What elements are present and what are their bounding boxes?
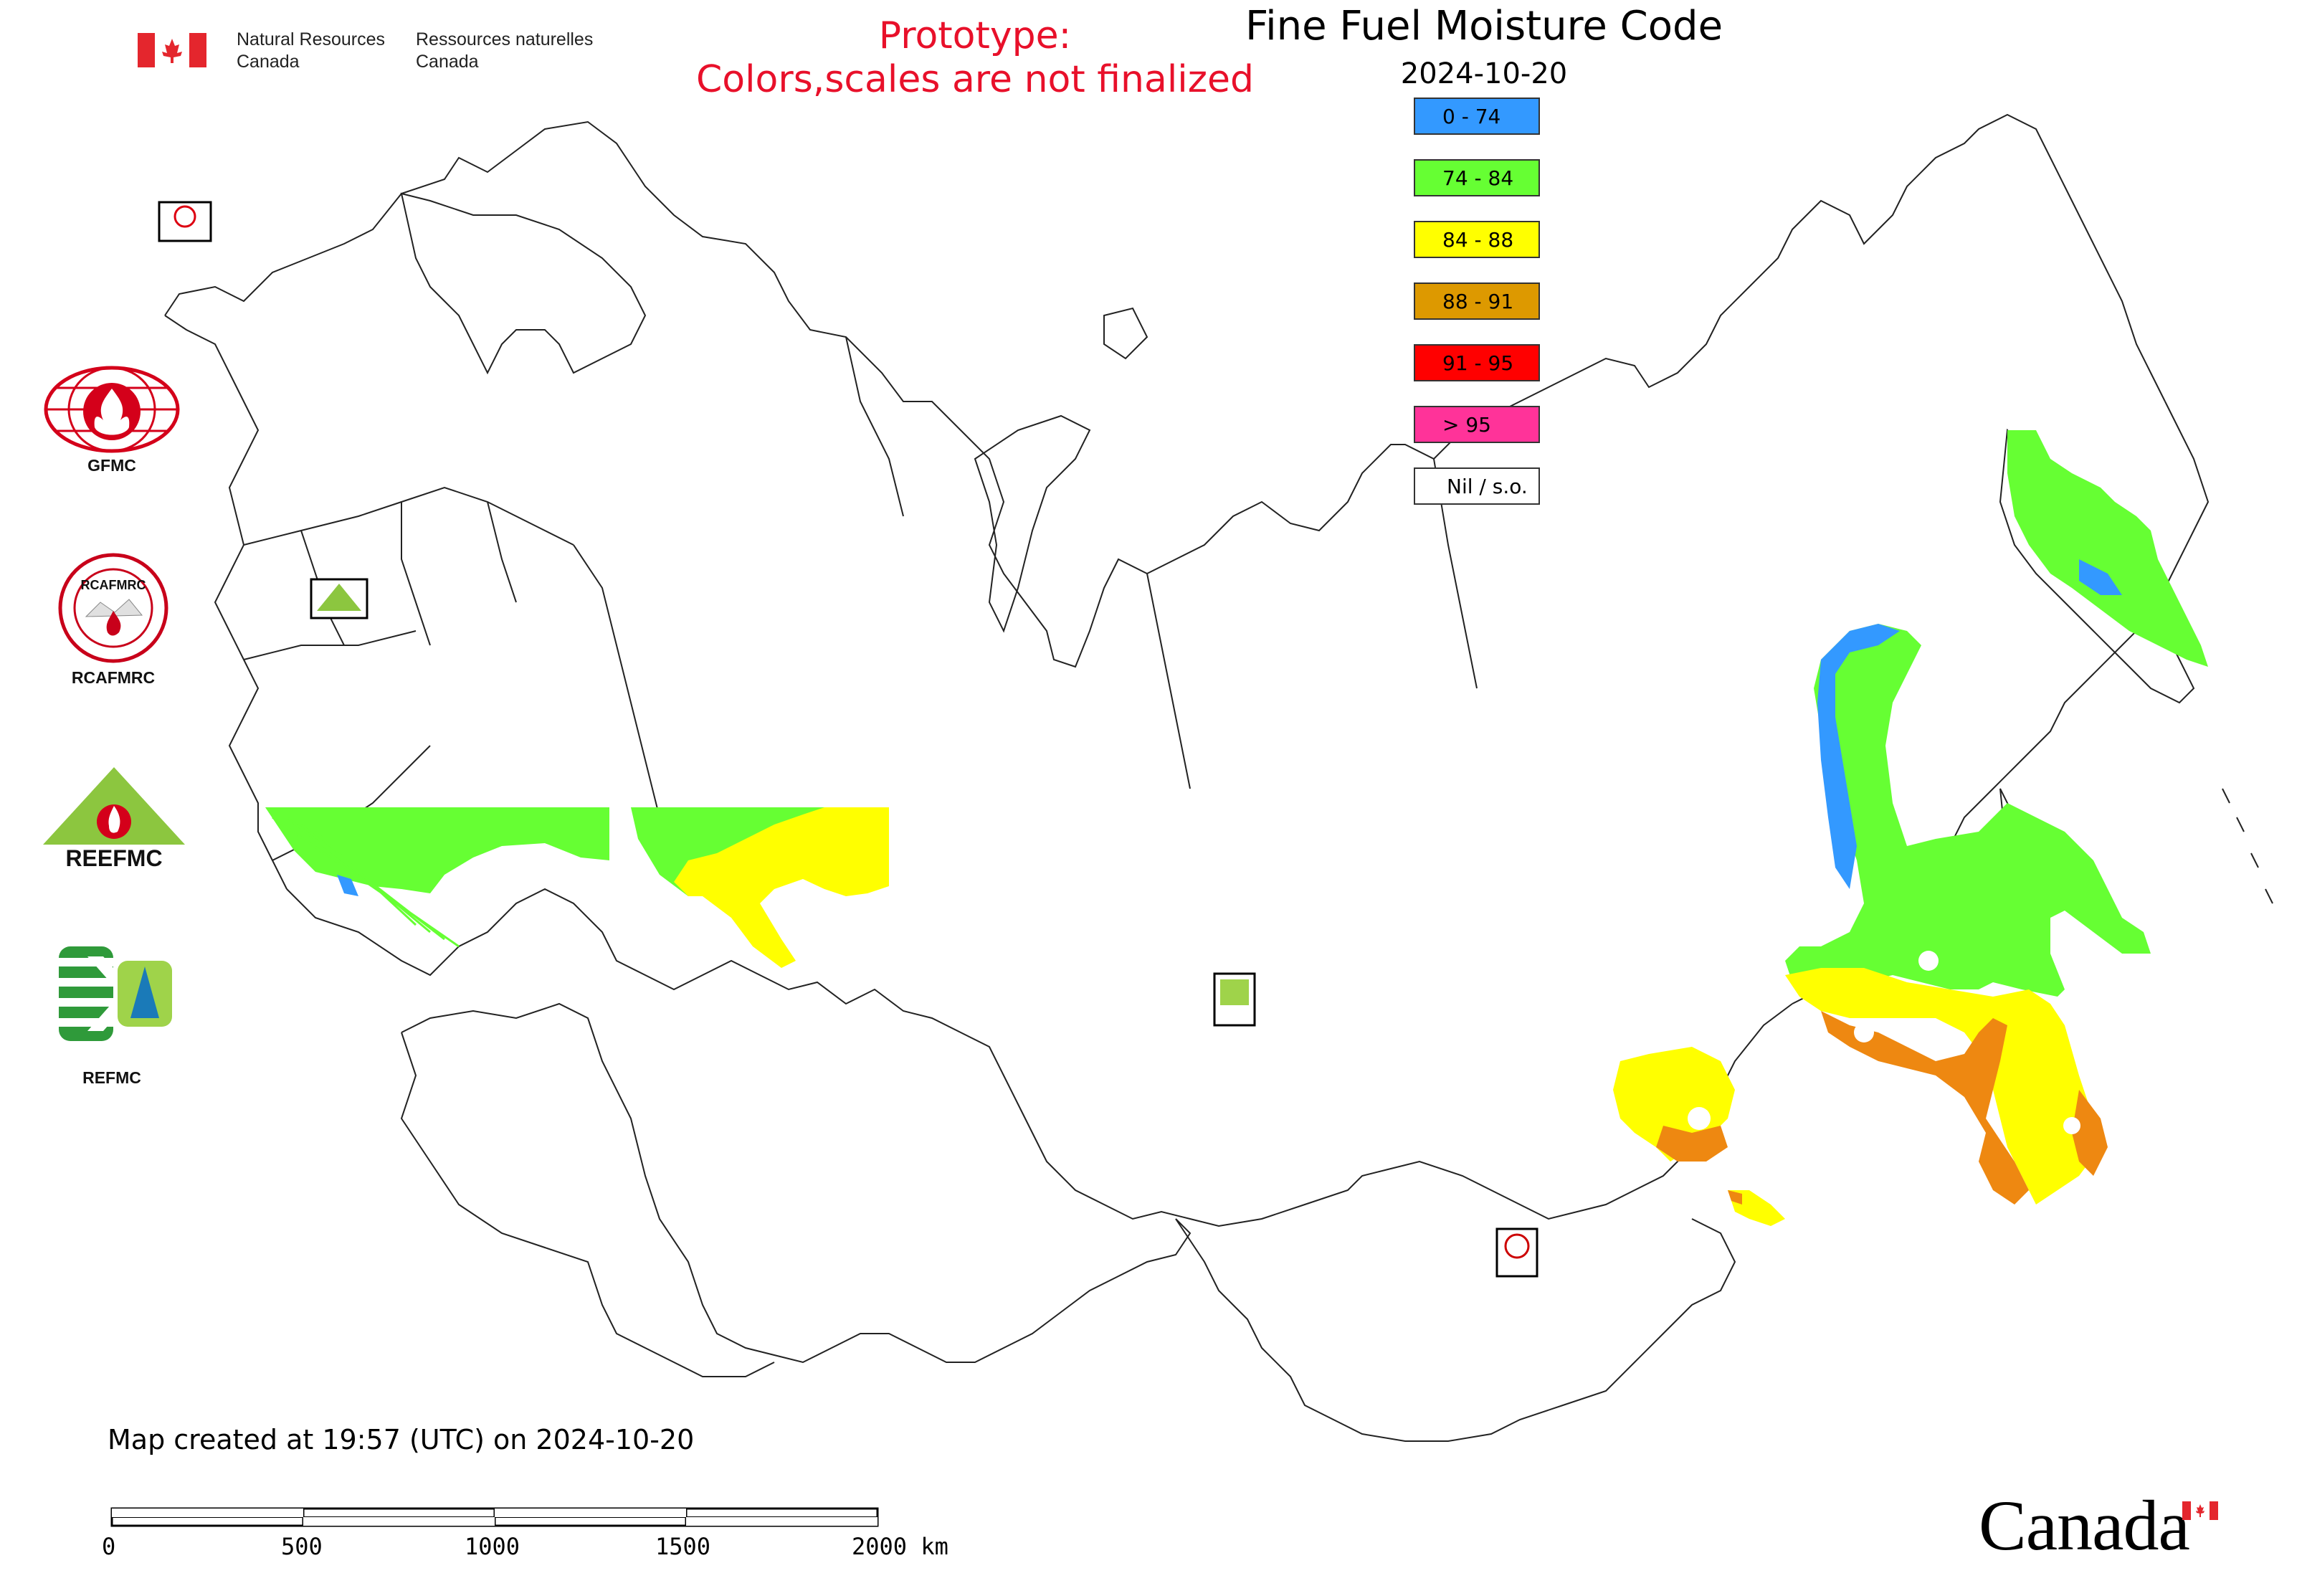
- legend-item: 0 - 74: [1414, 98, 1540, 135]
- scale-label: 500: [281, 1533, 323, 1560]
- nrcan-name-en: Natural Resources Canada: [237, 29, 385, 72]
- nrcan-name-en-line1: Natural Resources: [237, 29, 386, 49]
- canada-wordmark-flag-icon: [2182, 1501, 2218, 1520]
- legend-label: 91 - 95: [1442, 351, 1514, 375]
- ffmc-east-orange-patch: [1728, 1190, 1742, 1205]
- kazakhstan-border: [401, 1002, 1192, 1364]
- ffmc-nodata-hole: [1918, 951, 1939, 971]
- mongolia-border: [1175, 1218, 1736, 1442]
- canada-flag-icon: [138, 33, 206, 67]
- map-title: Fine Fuel Moisture Code: [1245, 3, 1723, 49]
- siberian-regions: [573, 336, 1478, 890]
- ffmc-nodata-hole: [1688, 1107, 1711, 1130]
- legend-label: 88 - 91: [1442, 289, 1514, 313]
- scale-bar: [110, 1507, 879, 1527]
- refmc-caption: REFMC: [82, 1068, 141, 1087]
- nrcan-name-fr: Ressources naturelles Canada: [416, 29, 593, 72]
- ffmc-fareast-yellow: [1785, 968, 2101, 1205]
- rcafmrc-marker-icon: [1504, 1233, 1530, 1259]
- scale-label: 1000: [465, 1533, 520, 1560]
- reefmc-wordmark: REEFMC: [65, 845, 162, 871]
- ffmc-west-strip-green: [265, 807, 609, 893]
- nrcan-name-fr-line1: Ressources naturelles: [416, 29, 594, 49]
- ffmc-fareast-green: [1785, 624, 2151, 997]
- ffmc-mongolia-orange: [1656, 1126, 1728, 1162]
- white-sea-coast: [400, 192, 647, 375]
- prototype-notice: Prototype: Colors,scales are not finaliz…: [617, 14, 1333, 103]
- ffmc-raster: [265, 430, 2208, 1226]
- ffmc-fareast-blue: [1817, 624, 1900, 889]
- european-russia-regions: [243, 486, 574, 861]
- legend-item: 91 - 95: [1414, 344, 1540, 381]
- gfmc-caption: GFMC: [87, 456, 136, 475]
- ffmc-middle-strip-yellow: [674, 807, 889, 968]
- novaya-zemlya: [974, 414, 1091, 633]
- western-border: [164, 315, 287, 890]
- rcafmrc-logo-icon: RCAFMRC: [58, 553, 168, 663]
- country-outlines: [164, 113, 2273, 1442]
- map-date: 2024-10-20: [1400, 57, 1568, 90]
- ffmc-west-strip-tail: [272, 816, 460, 948]
- legend-label: 0 - 74: [1442, 104, 1501, 128]
- rcafmrc-caption: RCAFMRC: [71, 668, 156, 687]
- southern-border: [286, 888, 1793, 1227]
- ffmc-fareast-orange: [1821, 1011, 2029, 1205]
- refmc-logo-icon: [59, 946, 172, 1041]
- nrcan-name-en-line2: Canada: [237, 51, 300, 72]
- prototype-notice-line2: Colors,scales are not finalized: [695, 58, 1255, 102]
- gfmc-logo-icon: [44, 366, 180, 453]
- gfmc-marker: [158, 201, 212, 242]
- ffmc-nodata-hole: [1854, 1022, 1874, 1042]
- legend-item: 74 - 84: [1414, 159, 1540, 196]
- regional-center-markers: [158, 201, 1538, 1278]
- arctic-coastline: [164, 113, 2166, 668]
- ffmc-kamchatka-green: [2007, 430, 2208, 667]
- scale-label: 0: [102, 1533, 116, 1560]
- rcafmrc-marker: [1495, 1227, 1538, 1278]
- reefmc-logo-icon: REEFMC: [43, 767, 185, 871]
- scale-label: 2000 km: [852, 1533, 948, 1560]
- canada-wordmark: Canada: [1979, 1486, 2190, 1565]
- nrcan-name-fr-line2: Canada: [416, 51, 479, 72]
- ffmc-kamchatka-blue: [2079, 559, 2122, 595]
- legend-item: 88 - 91: [1414, 282, 1540, 320]
- legend-item: 84 - 88: [1414, 221, 1540, 258]
- kuril-islands: [2222, 788, 2273, 904]
- legend-label: 84 - 88: [1442, 227, 1514, 252]
- refmc-marker-icon: [1220, 979, 1249, 1005]
- severnaya-zemlya: [1103, 307, 1148, 360]
- svg-text:RCAFMRC: RCAFMRC: [81, 578, 146, 592]
- ffmc-west-strip-blue: [337, 875, 358, 896]
- legend-item: Nil / s.o.: [1414, 467, 1540, 505]
- legend-label: 74 - 84: [1442, 166, 1514, 190]
- ffmc-nodata-hole: [2063, 1117, 2080, 1134]
- legend-label: Nil / s.o.: [1447, 474, 1528, 498]
- reefmc-marker-icon: [317, 584, 361, 611]
- ffmc-fareast-orange-east: [2072, 1090, 2108, 1176]
- prototype-notice-line1: Prototype:: [878, 14, 1072, 57]
- scale-label: 1500: [655, 1533, 711, 1560]
- legend-label: > 95: [1442, 412, 1491, 437]
- map-created-note: Map created at 19:57 (UTC) on 2024-10-20: [108, 1424, 695, 1455]
- gfmc-marker-icon: [173, 205, 196, 228]
- kazakhstan-west: [400, 1032, 775, 1377]
- legend-item: > 95: [1414, 406, 1540, 443]
